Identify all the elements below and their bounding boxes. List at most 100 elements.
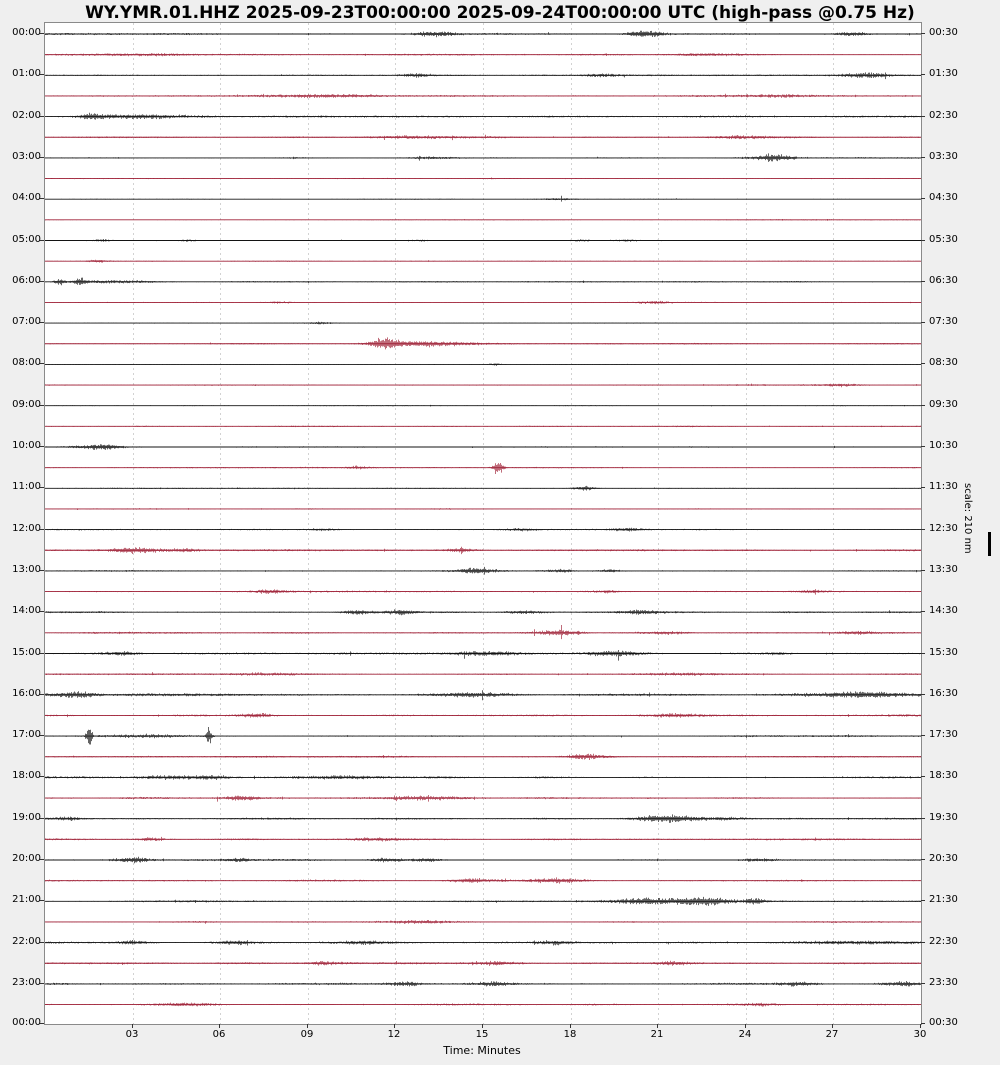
right-tick <box>921 776 925 777</box>
right-time-label: 20:30 <box>929 853 958 864</box>
right-time-label: 19:30 <box>929 812 958 823</box>
right-time-label: 18:30 <box>929 770 958 781</box>
right-tick <box>921 529 925 530</box>
left-time-label: 16:00 <box>12 688 41 699</box>
right-tick <box>921 157 925 158</box>
right-time-label: 00:30 <box>929 1017 958 1028</box>
bottom-tick <box>219 1024 220 1028</box>
right-time-label: 14:30 <box>929 605 958 616</box>
bottom-tick <box>745 1024 746 1028</box>
left-time-label: 22:00 <box>12 936 41 947</box>
right-tick <box>921 859 925 860</box>
right-tick <box>921 818 925 819</box>
left-tick <box>40 570 44 571</box>
right-tick <box>921 322 925 323</box>
right-tick <box>921 694 925 695</box>
left-tick <box>40 776 44 777</box>
right-tick <box>921 74 925 75</box>
left-tick <box>40 859 44 860</box>
left-tick <box>40 818 44 819</box>
left-tick <box>40 653 44 654</box>
x-tick-label: 18 <box>563 1029 577 1040</box>
left-time-label: 19:00 <box>12 812 41 823</box>
left-time-label: 05:00 <box>12 234 41 245</box>
right-time-label: 09:30 <box>929 399 958 410</box>
bottom-tick <box>394 1024 395 1028</box>
x-tick-label: 09 <box>300 1029 314 1040</box>
chart-title: WY.YMR.01.HHZ 2025-09-23T00:00:00 2025-0… <box>85 3 915 23</box>
left-tick <box>40 942 44 943</box>
x-axis-label: Time: Minutes <box>443 1044 521 1057</box>
left-tick <box>40 157 44 158</box>
left-time-label: 10:00 <box>12 440 41 451</box>
left-time-label: 00:00 <box>12 1017 41 1028</box>
left-time-label: 11:00 <box>12 481 41 492</box>
left-time-label: 20:00 <box>12 853 41 864</box>
right-time-label: 15:30 <box>929 647 958 658</box>
left-time-label: 18:00 <box>12 770 41 781</box>
x-tick-label: 03 <box>125 1029 139 1040</box>
seismogram-traces-canvas <box>45 23 921 1024</box>
right-time-label: 23:30 <box>929 977 958 988</box>
left-time-label: 13:00 <box>12 564 41 575</box>
left-time-label: 02:00 <box>12 110 41 121</box>
left-tick <box>40 694 44 695</box>
right-tick <box>921 735 925 736</box>
right-time-label: 17:30 <box>929 729 958 740</box>
left-tick <box>40 198 44 199</box>
left-time-label: 03:00 <box>12 151 41 162</box>
right-tick <box>921 116 925 117</box>
left-time-label: 09:00 <box>12 399 41 410</box>
right-tick <box>921 240 925 241</box>
left-tick <box>40 363 44 364</box>
plot-area <box>44 22 922 1025</box>
right-tick <box>921 611 925 612</box>
bottom-tick <box>307 1024 308 1028</box>
right-time-label: 13:30 <box>929 564 958 575</box>
right-time-label: 08:30 <box>929 357 958 368</box>
right-time-label: 00:30 <box>929 27 958 38</box>
x-tick-label: 12 <box>387 1029 401 1040</box>
left-tick <box>40 900 44 901</box>
bottom-tick <box>832 1024 833 1028</box>
right-tick <box>921 653 925 654</box>
right-time-label: 10:30 <box>929 440 958 451</box>
left-tick <box>40 281 44 282</box>
bottom-tick <box>132 1024 133 1028</box>
left-time-label: 04:00 <box>12 192 41 203</box>
left-tick <box>40 611 44 612</box>
right-time-label: 11:30 <box>929 481 958 492</box>
x-tick-label: 30 <box>913 1029 927 1040</box>
right-time-label: 16:30 <box>929 688 958 699</box>
left-tick <box>40 74 44 75</box>
x-tick-label: 24 <box>738 1029 752 1040</box>
left-tick <box>40 33 44 34</box>
right-tick <box>921 1023 925 1024</box>
bottom-tick <box>657 1024 658 1028</box>
right-time-label: 07:30 <box>929 316 958 327</box>
left-tick <box>40 529 44 530</box>
left-tick <box>40 322 44 323</box>
bottom-tick <box>570 1024 571 1028</box>
right-time-label: 02:30 <box>929 110 958 121</box>
scale-label: scale: 210 nm <box>962 483 973 554</box>
left-time-label: 01:00 <box>12 68 41 79</box>
right-time-label: 03:30 <box>929 151 958 162</box>
left-tick <box>40 487 44 488</box>
x-tick-label: 06 <box>212 1029 226 1040</box>
bottom-tick <box>482 1024 483 1028</box>
left-tick <box>40 405 44 406</box>
x-tick-label: 15 <box>475 1029 489 1040</box>
left-time-label: 12:00 <box>12 523 41 534</box>
right-tick <box>921 570 925 571</box>
right-tick <box>921 446 925 447</box>
left-tick <box>40 983 44 984</box>
right-tick <box>921 900 925 901</box>
left-time-label: 07:00 <box>12 316 41 327</box>
bottom-tick <box>920 1024 921 1028</box>
right-tick <box>921 33 925 34</box>
right-time-label: 12:30 <box>929 523 958 534</box>
right-time-label: 04:30 <box>929 192 958 203</box>
left-tick <box>40 116 44 117</box>
right-time-label: 06:30 <box>929 275 958 286</box>
